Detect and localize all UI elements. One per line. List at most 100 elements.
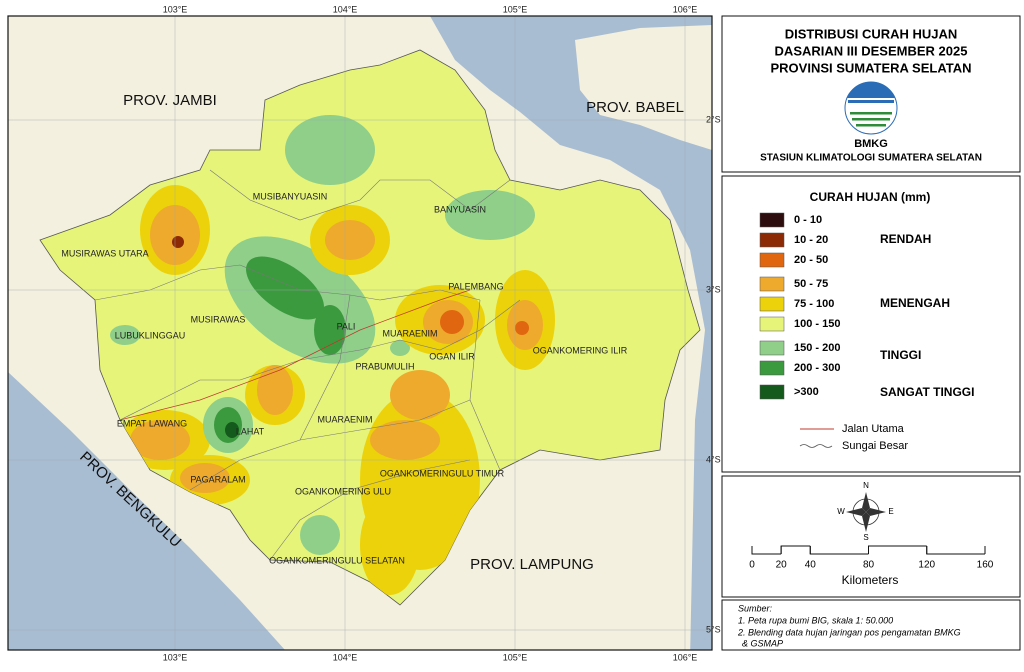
map-frame	[7, 15, 713, 651]
rainfall-zone	[180, 463, 230, 493]
legend-swatch	[759, 360, 785, 376]
lat-label: 5°S	[706, 624, 721, 634]
lon-label: 103°E	[163, 4, 188, 14]
region-label: MUSIRAWAS	[191, 314, 246, 324]
compass-point	[862, 512, 870, 532]
compass-label: S	[863, 533, 868, 542]
region-label: PAGARALAM	[190, 474, 245, 484]
boundary	[209, 169, 511, 221]
logo-stripe	[850, 112, 892, 115]
logo-stripe	[848, 100, 894, 103]
compass-point	[846, 508, 866, 516]
legend-group: RENDAH	[880, 232, 931, 246]
region-label: PALEMBANG	[448, 281, 503, 291]
rainfall-zone	[110, 325, 140, 345]
compass-label: N	[863, 481, 869, 490]
logo-stripe	[852, 118, 890, 121]
lon-label: 103°E	[163, 652, 188, 662]
legend-swatch	[759, 252, 785, 268]
source-line: 1. Peta rupa bumi BIG, skala 1: 50.000	[738, 615, 893, 625]
legend-label: 0 - 10	[794, 214, 822, 226]
lat-label: 3°S	[706, 284, 721, 294]
compass: N S E W	[837, 481, 893, 542]
region-label: MUSIBANYUASIN	[253, 191, 328, 201]
lat-label: 2°S	[706, 114, 721, 124]
lon-label: 105°E	[503, 652, 528, 662]
scale-label: 120	[918, 560, 935, 571]
title: DISTRIBUSI CURAH HUJAN	[785, 26, 958, 41]
source-line: & GSMAP	[742, 638, 783, 648]
rainfall-zone	[172, 236, 184, 248]
logo-stripe	[856, 124, 886, 127]
region-label: OGANKOMERING ULU	[295, 486, 391, 496]
rainfall-zone	[257, 365, 293, 415]
region-label: PRABUMULIH	[355, 361, 414, 371]
legend-label: 50 - 75	[794, 278, 828, 290]
header-panel: DISTRIBUSI CURAH HUJAN DASARIAN III DESE…	[721, 15, 1021, 173]
region-label: LUBUKLINGGAU	[115, 330, 186, 340]
rainfall-zone	[325, 220, 375, 260]
legend-swatch	[759, 296, 785, 312]
scale-label: 80	[863, 560, 875, 571]
rainfall-zone	[445, 190, 535, 240]
region-label: OGANKOMERINGULU TIMUR	[380, 468, 505, 478]
legend-label: 100 - 150	[794, 318, 840, 330]
boundary	[119, 299, 521, 421]
region-label: MUARAENIM	[382, 328, 437, 338]
province-label: PROV. LAMPUNG	[470, 556, 594, 573]
rainfall-zone	[225, 422, 239, 438]
legend-label: 150 - 200	[794, 342, 840, 354]
rainfall-zone	[246, 256, 324, 320]
lon-label: 104°E	[333, 4, 358, 14]
legend-swatch	[759, 212, 785, 228]
boundary	[269, 459, 471, 561]
region-label: PALI	[337, 321, 356, 331]
map: MUSIBANYUASIN BANYUASIN MUSIRAWAS UTARA …	[8, 16, 712, 650]
legend-swatch	[759, 384, 785, 400]
rainfall-zone	[515, 321, 529, 335]
boundary	[189, 399, 471, 491]
sea-southwest	[8, 372, 285, 650]
lon-label: 106°E	[673, 4, 698, 14]
source-panel: Sumber: 1. Peta rupa bumi BIG, skala 1: …	[721, 599, 1021, 651]
main-road	[119, 289, 471, 421]
region-label: MUARAENIM	[317, 414, 372, 424]
region-label: BANYUASIN	[434, 204, 486, 214]
legend-swatch	[759, 276, 785, 292]
legend-swatch	[759, 232, 785, 248]
boundary	[299, 294, 351, 441]
rainfall-zone	[300, 515, 340, 555]
title: PROVINSI SUMATERA SELATAN	[770, 60, 971, 75]
legend-label: 10 - 20	[794, 234, 828, 246]
scale-label: 40	[805, 560, 817, 571]
lat-label: 4°S	[706, 454, 721, 464]
panel-box	[721, 475, 1021, 598]
bangka-island	[575, 25, 712, 150]
region-label: OGAN ILIR	[429, 351, 475, 361]
compass-label: E	[888, 507, 893, 516]
scale-panel: N S E W Kilometers 0 20 40 80 120 160	[721, 475, 1021, 598]
graticule	[8, 16, 712, 650]
station: STASIUN KLIMATOLOGI SUMATERA SELATAN	[760, 153, 982, 164]
legend-line-label: Sungai Besar	[842, 440, 908, 452]
region-label: EMPAT LAWANG	[117, 418, 187, 428]
rainfall-zone	[440, 310, 464, 334]
scale-label: 20	[776, 560, 788, 571]
scale-label: 160	[977, 560, 994, 571]
source-title: Sumber:	[738, 603, 773, 613]
legend-label: >300	[794, 386, 819, 398]
rainfall-zone	[390, 340, 410, 356]
legend-line-label: Jalan Utama	[842, 423, 905, 435]
lon-label: 104°E	[333, 652, 358, 662]
legend-swatch	[759, 340, 785, 356]
district-boundaries	[94, 169, 521, 561]
legend-label: 20 - 50	[794, 254, 828, 266]
legend-group: TINGGI	[880, 348, 921, 362]
rainfall-zone	[370, 420, 440, 460]
legend-panel: CURAH HUJAN (mm) Jalan Utama Sungai Besa…	[721, 175, 1021, 473]
legend-swatch	[759, 316, 785, 332]
lon-label: 106°E	[673, 652, 698, 662]
rainfall-zone	[390, 370, 450, 420]
compass-label: W	[837, 507, 845, 516]
